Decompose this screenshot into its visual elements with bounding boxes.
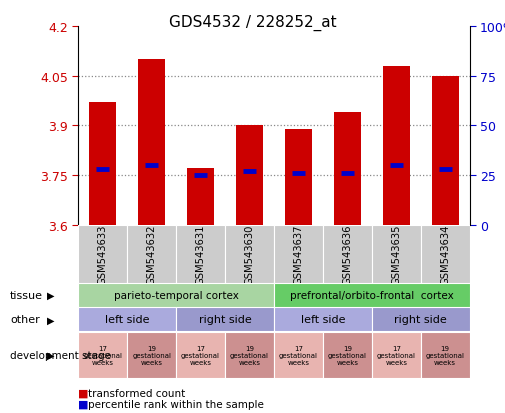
Text: GSM543630: GSM543630 <box>244 224 255 284</box>
Bar <box>323 225 372 283</box>
Bar <box>127 332 176 378</box>
Text: 19
gestational
weeks: 19 gestational weeks <box>230 345 269 365</box>
Text: right side: right side <box>394 315 447 325</box>
Bar <box>323 332 372 378</box>
Text: other: other <box>10 315 40 325</box>
Bar <box>285 129 312 225</box>
Bar <box>372 308 470 332</box>
Bar <box>78 332 127 378</box>
Text: ▶: ▶ <box>47 290 54 300</box>
Text: ▶: ▶ <box>47 315 54 325</box>
Bar <box>138 60 165 225</box>
Bar <box>225 332 274 378</box>
Bar <box>187 169 214 225</box>
Text: ■: ■ <box>78 399 89 409</box>
Bar <box>176 225 225 283</box>
Text: percentile rank within the sample: percentile rank within the sample <box>88 399 264 409</box>
Bar <box>89 103 116 225</box>
Text: 17
gestational
weeks: 17 gestational weeks <box>83 345 122 365</box>
Text: GSM543637: GSM543637 <box>293 224 304 284</box>
Bar <box>78 308 176 332</box>
Bar <box>432 76 459 225</box>
Bar <box>421 225 470 283</box>
Text: GSM543633: GSM543633 <box>98 224 108 284</box>
Bar <box>274 283 470 307</box>
Text: GSM543631: GSM543631 <box>195 224 206 284</box>
Text: GSM543632: GSM543632 <box>146 224 157 284</box>
Text: 17
gestational
weeks: 17 gestational weeks <box>181 345 220 365</box>
Text: 19
gestational
weeks: 19 gestational weeks <box>132 345 171 365</box>
Bar <box>176 332 225 378</box>
Bar <box>127 225 176 283</box>
Text: development stage: development stage <box>10 350 111 360</box>
Text: 17
gestational
weeks: 17 gestational weeks <box>377 345 416 365</box>
Bar <box>274 225 323 283</box>
Bar <box>225 225 274 283</box>
Bar <box>421 332 470 378</box>
Bar <box>236 126 263 225</box>
Bar <box>372 332 421 378</box>
Bar <box>274 308 372 332</box>
Text: ■: ■ <box>78 388 89 398</box>
Text: GSM543634: GSM543634 <box>440 224 450 284</box>
Text: right side: right side <box>198 315 251 325</box>
Bar <box>78 225 127 283</box>
Text: GSM543635: GSM543635 <box>391 224 401 284</box>
Text: prefrontal/orbito-frontal  cortex: prefrontal/orbito-frontal cortex <box>290 290 453 300</box>
Bar <box>274 332 323 378</box>
Text: tissue: tissue <box>10 290 43 300</box>
Text: GDS4532 / 228252_at: GDS4532 / 228252_at <box>169 14 336 31</box>
Text: transformed count: transformed count <box>88 388 186 398</box>
Text: parieto-temporal cortex: parieto-temporal cortex <box>114 290 238 300</box>
Text: 19
gestational
weeks: 19 gestational weeks <box>426 345 465 365</box>
Bar <box>383 66 410 225</box>
Text: 19
gestational
weeks: 19 gestational weeks <box>328 345 367 365</box>
Bar <box>372 225 421 283</box>
Text: ▶: ▶ <box>47 350 54 360</box>
Text: left side: left side <box>300 315 345 325</box>
Bar <box>334 113 361 225</box>
Text: 17
gestational
weeks: 17 gestational weeks <box>279 345 318 365</box>
Bar <box>176 308 274 332</box>
Text: GSM543636: GSM543636 <box>342 224 352 284</box>
Bar <box>78 283 274 307</box>
Text: left side: left side <box>105 315 149 325</box>
